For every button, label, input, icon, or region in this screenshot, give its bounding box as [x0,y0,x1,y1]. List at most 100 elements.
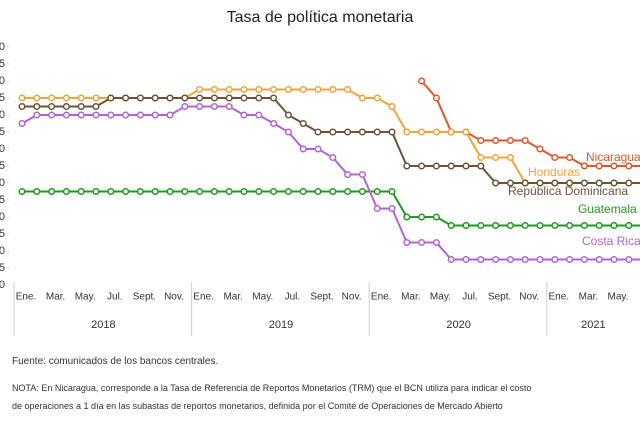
data-point [506,153,514,162]
data-point [62,111,70,119]
data-point [625,221,633,230]
x-tick-label: Nov. [519,292,539,303]
note-line: de operaciones a 1 día en las subastas d… [12,401,503,411]
data-point [136,187,144,196]
data-point [107,94,115,102]
data-point [462,162,470,170]
data-point [314,85,322,94]
data-point [181,102,189,111]
data-point [388,128,396,136]
data-point [580,179,588,187]
data-point [610,255,618,264]
data-point [77,94,85,102]
source: Fuente: comunicados de los bancos centra… [12,356,219,367]
data-point [255,111,263,119]
data-point [551,221,559,230]
data-point [536,221,544,230]
data-point [432,94,440,102]
data-point [344,187,352,196]
data-point [344,170,352,179]
x-tick-label: May. [430,292,451,303]
data-point [181,94,189,102]
x-tick-label: Ene. [193,292,214,303]
data-point [270,94,278,102]
data-point [462,255,470,264]
data-point [92,187,100,196]
y-tick-label: 4,5 [0,126,5,138]
data-point [373,187,381,196]
data-point [136,111,144,119]
data-point [255,85,263,94]
data-point [625,162,633,170]
data-point [403,162,411,170]
data-point [196,94,204,102]
x-tick-label: Jul. [462,292,478,303]
y-tick-label: 2,0 [0,211,5,223]
data-point [403,213,411,221]
data-point [240,94,248,102]
data-point [388,204,396,213]
data-point [18,119,26,128]
data-point [492,255,500,264]
data-point [225,102,233,111]
x-tick-label: Sept. [310,292,333,303]
data-point [447,128,455,136]
x-tick-label: May. [252,292,273,303]
data-point [344,128,352,136]
data-point [551,153,559,162]
data-point [492,153,500,162]
data-point [580,221,588,230]
data-point [33,111,41,119]
data-point [521,179,529,187]
data-point [122,94,130,102]
data-point [506,179,514,187]
data-point [373,204,381,213]
data-point [255,94,263,102]
data-point [373,128,381,136]
x-tick-label: Sept. [488,292,511,303]
y-tick-label: 1,5 [0,228,5,240]
y-tick-label: 3,5 [0,160,5,172]
data-point [92,102,100,111]
data-point [240,187,248,196]
data-point [506,255,514,264]
data-point [151,94,159,102]
x-tick-label: Ene. [16,292,37,303]
data-point [492,179,500,187]
data-point [536,255,544,264]
data-point [92,111,100,119]
data-point [284,187,292,196]
data-point [33,102,41,111]
data-point [403,128,411,136]
data-point [18,94,26,102]
data-point [196,187,204,196]
data-point [92,94,100,102]
data-point [610,179,618,187]
data-point [299,85,307,94]
data-point [580,162,588,170]
data-point [432,238,440,247]
data-point [462,221,470,230]
y-tick-label: 4,0 [0,143,5,155]
legend-label: Costa Rica [582,234,640,248]
data-point [403,238,411,247]
data-point [551,179,559,187]
data-point [344,85,352,94]
data-point [329,128,337,136]
x-tick-label: May. [75,292,96,303]
data-point [151,187,159,196]
data-point [225,85,233,94]
data-point [551,255,559,264]
data-point [225,187,233,196]
data-point [284,128,292,136]
x-tick-label: Mar. [223,292,242,303]
legend-label: Honduras [528,165,580,179]
data-point [358,170,366,179]
chart-title: Tasa de política monetaria [227,9,414,26]
x-tick-label: Jul. [285,292,301,303]
data-point [210,102,218,111]
data-point [18,187,26,196]
data-point [566,153,574,162]
year-label: 2021 [581,319,605,331]
